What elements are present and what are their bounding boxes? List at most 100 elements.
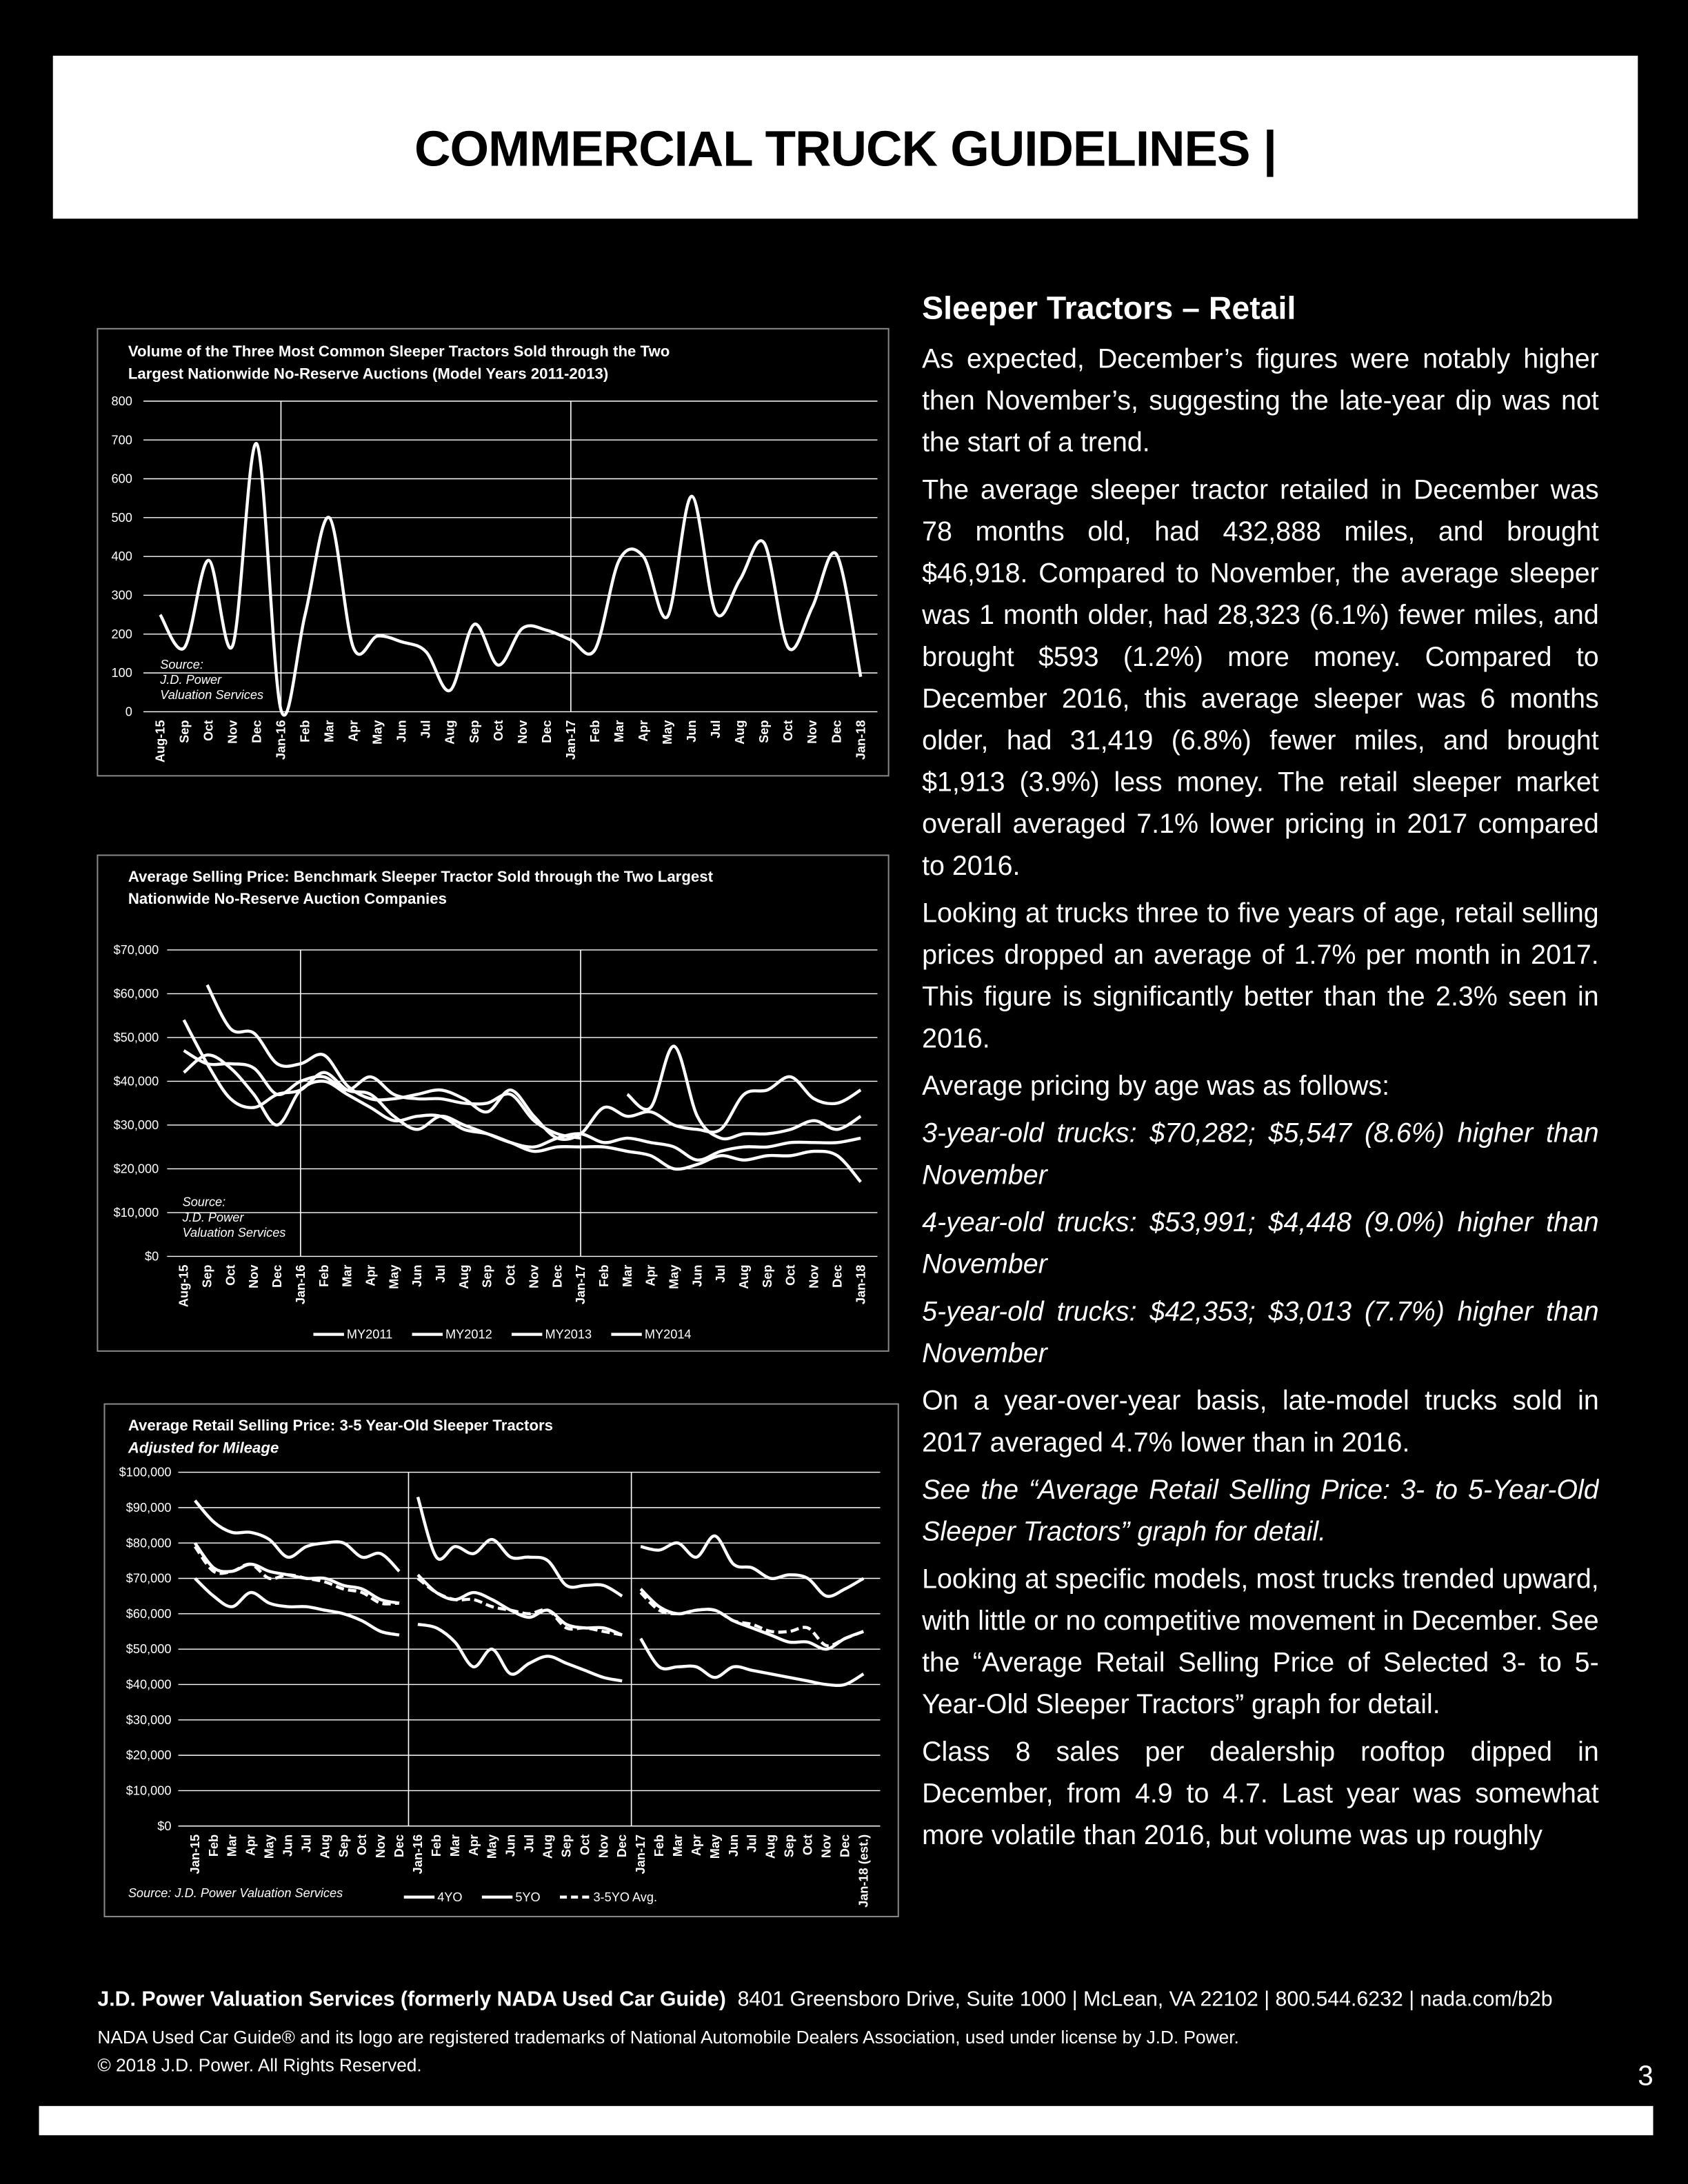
x-tick-label: Oct: [578, 1834, 592, 1855]
x-tick-label: Aug: [457, 1265, 471, 1289]
series-line: [639, 1591, 865, 1648]
x-tick-label: Feb: [317, 1265, 331, 1287]
x-tick-label: Oct: [492, 720, 505, 741]
x-tick-label: Aug-15: [153, 720, 167, 763]
x-tick-label: Jul: [745, 1834, 759, 1852]
chart-frame: [97, 854, 890, 1352]
x-tick-label: Jul: [714, 1265, 727, 1283]
x-tick-label: Feb: [588, 720, 602, 742]
x-tick-label: Jun: [395, 720, 409, 742]
paragraph: On a year-over-year basis, late-model tr…: [922, 1386, 1599, 1459]
paragraph: 3-year-old trucks: $70,282; $5,547 (8.6%…: [922, 1118, 1599, 1191]
y-tick-label: $20,000: [126, 1748, 172, 1762]
series-line: [193, 1541, 400, 1605]
paragraph: 5-year-old trucks: $42,353; $3,013 (7.7%…: [922, 1296, 1599, 1370]
y-tick-label: $30,000: [126, 1713, 172, 1727]
trademark: NADA Used Car Guide® and its logo are re…: [97, 2026, 1239, 2048]
y-tick-label: 400: [112, 549, 132, 563]
x-tick-label: Dec: [392, 1834, 406, 1857]
x-tick-label: Mar: [225, 1834, 239, 1857]
series-line: [640, 1534, 865, 1598]
series-line: [639, 1588, 865, 1651]
article: Sleeper Tractors – Retail As expected, D…: [922, 290, 1599, 1961]
paragraph: Average pricing by age was as follows:: [922, 1071, 1390, 1102]
x-tick-label: Oct: [223, 1265, 237, 1286]
x-tick-label: Oct: [355, 1834, 369, 1855]
x-tick-label: Dec: [830, 720, 843, 743]
x-tick-label: Sep: [761, 1265, 774, 1288]
source-note: J.D. Power: [159, 673, 222, 687]
paragraph: Looking at specific models, most trucks …: [922, 1564, 1599, 1721]
x-tick-label: May: [667, 1264, 681, 1289]
x-tick-label: Mar: [671, 1834, 685, 1857]
x-tick-label: Oct: [781, 720, 795, 741]
x-tick-label: Jun: [727, 1834, 741, 1857]
source-note: Valuation Services: [183, 1226, 286, 1240]
series-line: [193, 1545, 400, 1606]
y-tick-label: $20,000: [114, 1162, 159, 1175]
x-tick-label: Aug: [737, 1265, 751, 1289]
x-tick-label: Jan-18 (est.): [856, 1834, 870, 1908]
x-tick-label: May: [661, 720, 674, 745]
x-tick-label: Nov: [596, 1834, 610, 1858]
x-tick-label: Nov: [247, 1264, 261, 1288]
x-tick-label: Jul: [299, 1834, 313, 1852]
paragraph: Looking at trucks three to five years of…: [922, 898, 1599, 1055]
x-tick-label: Jul: [709, 720, 723, 738]
legend-label: MY2014: [645, 1328, 692, 1342]
x-tick-label: Aug: [541, 1834, 555, 1859]
x-tick-label: Feb: [652, 1834, 666, 1857]
x-tick-label: Jan-17: [634, 1834, 647, 1874]
y-tick-label: $60,000: [114, 987, 159, 1000]
y-tick-label: $0: [157, 1819, 171, 1833]
y-tick-label: $30,000: [114, 1118, 159, 1132]
x-tick-label: Jan-16: [294, 1265, 308, 1305]
x-tick-label: Mar: [612, 720, 626, 742]
x-tick-label: Apr: [363, 1265, 377, 1286]
x-tick-label: Oct: [201, 720, 215, 741]
x-tick-label: Sep: [336, 1834, 350, 1857]
x-tick-label: May: [387, 1264, 401, 1289]
x-tick-label: Mar: [323, 720, 336, 742]
x-tick-label: Sep: [559, 1834, 573, 1857]
x-tick-label: Apr: [347, 720, 361, 742]
y-tick-label: $60,000: [126, 1607, 172, 1621]
x-tick-label: Aug: [733, 720, 747, 745]
y-tick-label: $50,000: [114, 1031, 159, 1044]
x-tick-label: Mar: [448, 1834, 462, 1857]
x-tick-label: Nov: [527, 1264, 541, 1288]
chart-frame: [97, 327, 890, 777]
x-tick-label: Oct: [801, 1834, 815, 1855]
paragraph: As expected, December’s figures were not…: [922, 344, 1599, 458]
footer-bar: [39, 2105, 1654, 2136]
series-line: [183, 1053, 862, 1183]
x-tick-label: Aug: [764, 1834, 778, 1859]
y-tick-label: 100: [112, 666, 132, 680]
y-tick-label: 500: [112, 511, 132, 525]
chart-subtitle: Adjusted for Mileage: [128, 1440, 279, 1457]
series-line: [194, 1499, 401, 1573]
y-tick-label: 700: [112, 433, 132, 447]
paragraph: Class 8 sales per dealership rooftop dip…: [922, 1737, 1599, 1852]
x-tick-label: Dec: [830, 1265, 844, 1288]
x-tick-label: Jun: [281, 1834, 294, 1857]
x-tick-label: Sep: [757, 720, 771, 743]
footer-line: J.D. Power Valuation Services (formerly …: [97, 1988, 1552, 2011]
x-tick-label: Jan-16: [411, 1834, 425, 1874]
series-line: [182, 1019, 861, 1162]
legend-label: 5YO: [515, 1890, 540, 1904]
y-tick-label: 800: [112, 394, 132, 408]
copyright: © 2018 J.D. Power. All Rights Reserved.: [97, 2054, 422, 2076]
legend-label: 4YO: [437, 1890, 462, 1904]
paragraph: See the “Average Retail Selling Price: 3…: [922, 1475, 1599, 1548]
x-tick-label: Jan-17: [564, 720, 578, 760]
paragraph: The average sleeper tractor retailed in …: [922, 474, 1599, 882]
x-tick-label: Sep: [468, 720, 481, 743]
source-note: J.D. Power: [182, 1211, 245, 1224]
y-tick-label: $40,000: [126, 1678, 172, 1692]
x-tick-label: Jun: [410, 1265, 424, 1287]
x-tick-label: Jun: [690, 1265, 704, 1287]
